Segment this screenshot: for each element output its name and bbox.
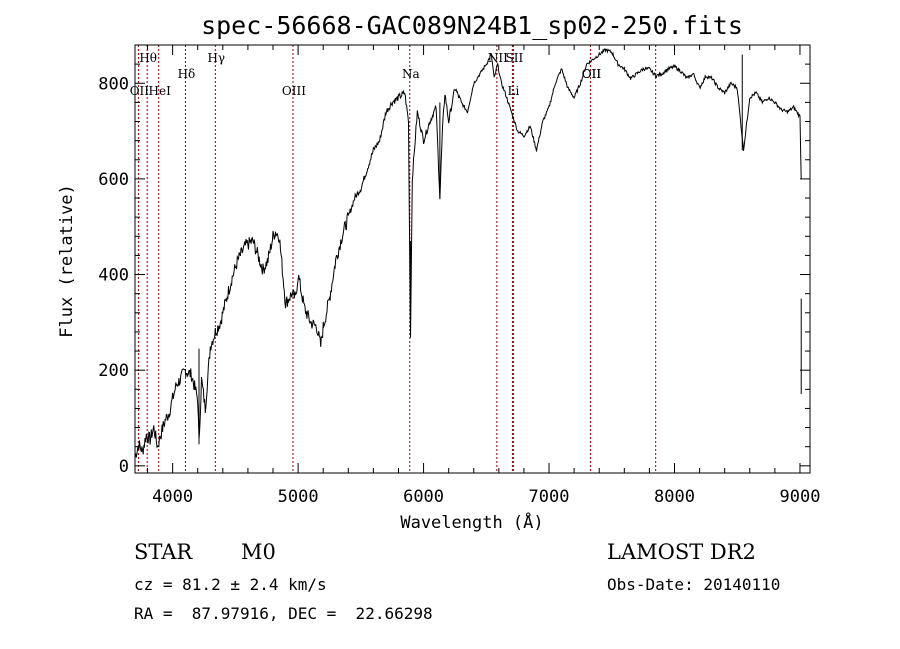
line-label-11: OII: [582, 67, 602, 81]
spectrum-series: [134, 48, 802, 458]
survey-name: LAMOST DR2: [607, 540, 756, 564]
coordinates: RA = 87.97916, DEC = 22.66298: [134, 604, 433, 623]
line-label-9: Li: [507, 84, 519, 98]
spectrum-line: [134, 48, 802, 458]
plot-frame: [134, 44, 811, 474]
line-markers-group: [137, 45, 657, 473]
redshift-cz: cz = 81.2 ± 2.4 km/s: [134, 575, 327, 594]
line-label-1: OII: [130, 84, 150, 98]
y-axis-label: Flux (relative): [57, 184, 77, 338]
x-tick-label: 4000: [152, 487, 193, 507]
y-tick-label: 600: [98, 170, 129, 190]
line-label-2: HeI: [149, 84, 172, 98]
line-label-8: SII: [506, 51, 524, 65]
x-axis-label: Wavelength (Å): [400, 511, 543, 533]
x-tick-label: 6000: [403, 487, 444, 507]
line-label-3: Hδ: [178, 67, 196, 81]
x-tick-label: 5000: [278, 487, 319, 507]
line-label-0: Hθ: [139, 51, 157, 65]
axis-ticks: [135, 45, 810, 473]
obs-date: Obs-Date: 20140110: [607, 575, 781, 594]
object-class: STAR: [134, 540, 193, 564]
x-tick-label: 8000: [654, 487, 695, 507]
y-tick-label: 800: [98, 74, 129, 94]
line-label-6: Na: [402, 67, 420, 81]
chart-title: spec-56668-GAC089N24B1_sp02-250.fits: [201, 11, 743, 40]
tick-labels: 4000 5000 6000 7000 8000 9000 0 200 400 600 800: [98, 74, 820, 507]
y-tick-label: 200: [98, 361, 129, 381]
object-subclass: M0: [241, 540, 276, 564]
y-tick-label: 400: [98, 266, 129, 286]
line-label-7: NII: [488, 51, 508, 65]
x-tick-label: 9000: [779, 487, 820, 507]
line-label-5: OIII: [282, 84, 306, 98]
y-tick-label: 0: [119, 457, 129, 477]
line-label-10: OII: [582, 67, 602, 81]
x-tick-label: 7000: [529, 487, 570, 507]
line-label-4: Hγ: [207, 51, 225, 65]
